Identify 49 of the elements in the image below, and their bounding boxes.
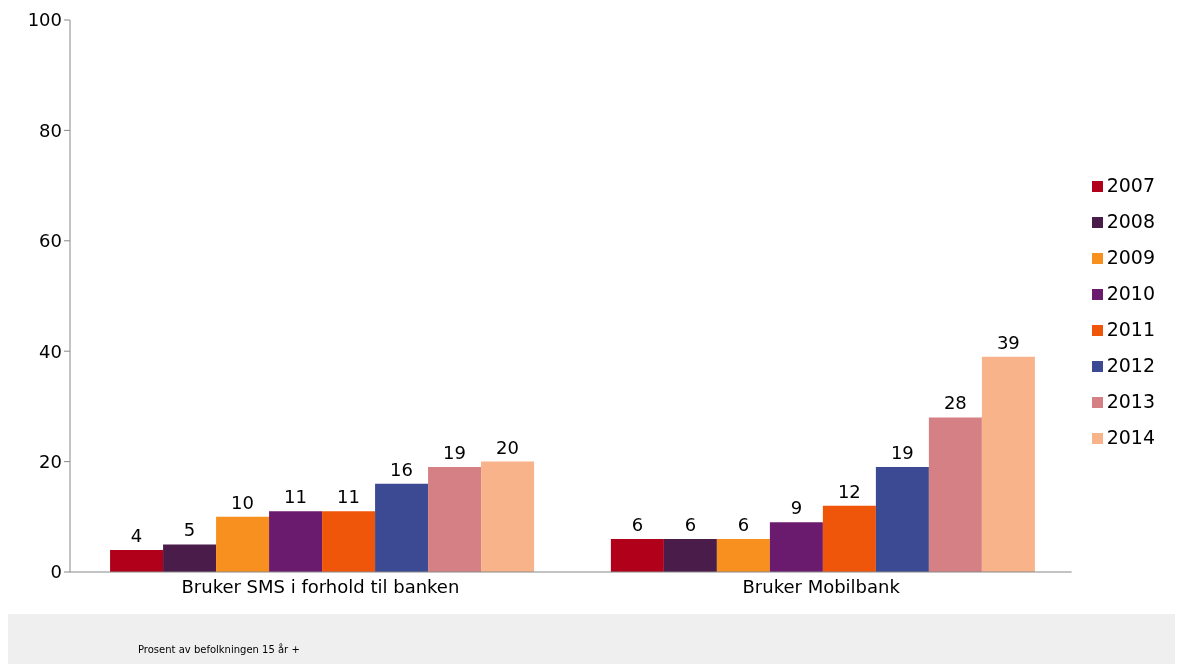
bar [375, 483, 429, 572]
y-tick-label: 60 [39, 230, 62, 252]
bar [481, 461, 535, 572]
bar [716, 538, 770, 572]
y-tick-label: 80 [39, 119, 62, 141]
legend-label: 2010 [1106, 282, 1155, 304]
data-label: 12 [837, 480, 861, 502]
legend-label: 2008 [1106, 210, 1155, 232]
bar [822, 505, 876, 572]
bar [322, 511, 376, 572]
bar [663, 538, 717, 572]
y-tick-label: 20 [39, 450, 62, 472]
data-label: 11 [337, 486, 361, 508]
text: Prosent av befolkningen 15 år + [138, 644, 300, 655]
data-label: 39 [996, 331, 1020, 353]
data-label: 19 [443, 442, 467, 464]
data-label: 20 [496, 436, 520, 458]
bar [928, 417, 982, 572]
data-label: 28 [943, 392, 967, 414]
x-tick-label: Bruker SMS i forhold til banken [181, 575, 460, 597]
data-label: 4 [130, 524, 143, 546]
data-label: 6 [684, 513, 697, 535]
legend-label: 2012 [1106, 354, 1155, 376]
y-tick-label: 40 [39, 340, 62, 362]
bar [110, 549, 164, 572]
bar [428, 467, 482, 572]
data-label: 5 [183, 519, 196, 541]
legend-label: 2007 [1106, 174, 1155, 196]
bar [610, 538, 664, 572]
x-tick-label: Bruker Mobilbank [742, 575, 901, 597]
y-tick-label: 100 [27, 9, 62, 31]
legend-label: 2011 [1106, 318, 1155, 340]
legend-label: 2014 [1106, 426, 1155, 448]
y-tick-label: 0 [50, 561, 62, 583]
bar [875, 467, 929, 572]
data-label: 9 [790, 497, 803, 519]
data-label: 16 [390, 458, 414, 480]
data-label: 11 [284, 486, 308, 508]
bar [981, 356, 1035, 572]
data-label: 10 [231, 491, 255, 513]
data-label: 6 [737, 513, 750, 535]
bar [769, 522, 823, 572]
data-label: 19 [890, 442, 914, 464]
legend-label: 2009 [1106, 246, 1155, 268]
data-label: 6 [631, 513, 644, 535]
bar [163, 544, 217, 572]
bar [269, 511, 323, 572]
legend-label: 2013 [1106, 390, 1155, 412]
bar [216, 516, 270, 572]
